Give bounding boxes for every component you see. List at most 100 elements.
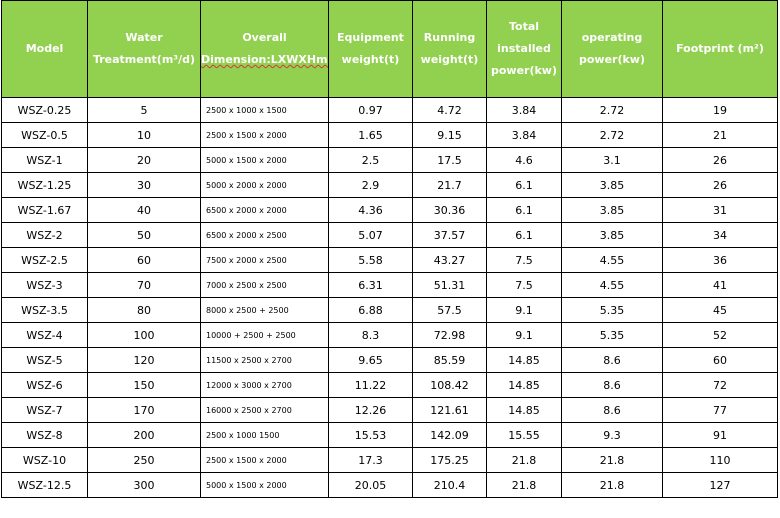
header-dim-line1: Overall (242, 31, 287, 44)
cell-total-installed-power: 9.1 (486, 322, 562, 348)
table-body: WSZ-0.25 5 2500 x 1000 x 1500 0.97 4.72 3.84 2… (1, 97, 778, 498)
header-water-line1: Water (125, 31, 163, 44)
cell-running-weight: 51.31 (412, 272, 487, 298)
header-operating-line2: power(kw) (578, 53, 645, 66)
header-equipment-weight: Equipment weight(t) (328, 0, 413, 98)
cell-running-weight: 85.59 (412, 347, 487, 373)
cell-operating-power: 3.85 (561, 222, 663, 248)
cell-operating-power: 8.6 (561, 397, 663, 423)
cell-model: WSZ-10 (1, 447, 88, 473)
cell-model: WSZ-1 (1, 147, 88, 173)
cell-dimension: 2500 x 1500 x 2000 (200, 122, 329, 148)
cell-total-installed-power: 14.85 (486, 397, 562, 423)
table-row: WSZ-6 150 12000 x 3000 x 2700 11.22 108.42 14… (1, 372, 778, 398)
cell-total-installed-power: 3.84 (486, 97, 562, 123)
cell-dimension: 2500 x 1000 x 1500 (200, 97, 329, 123)
cell-total-installed-power: 6.1 (486, 197, 562, 223)
cell-model: WSZ-3.5 (1, 297, 88, 323)
cell-water-treatment: 70 (87, 272, 201, 298)
cell-equipment-weight: 8.3 (328, 322, 413, 348)
cell-total-installed-power: 15.55 (486, 422, 562, 448)
cell-equipment-weight: 20.05 (328, 472, 413, 498)
cell-equipment-weight: 11.22 (328, 372, 413, 398)
cell-model: WSZ-5 (1, 347, 88, 373)
cell-footprint: 110 (662, 447, 778, 473)
cell-model: WSZ-0.5 (1, 122, 88, 148)
cell-dimension: 7000 x 2500 x 2500 (200, 272, 329, 298)
cell-dimension: 2500 x 1000 1500 (200, 422, 329, 448)
cell-running-weight: 142.09 (412, 422, 487, 448)
cell-water-treatment: 250 (87, 447, 201, 473)
cell-dimension: 10000 + 2500 + 2500 (200, 322, 329, 348)
cell-equipment-weight: 0.97 (328, 97, 413, 123)
cell-equipment-weight: 2.9 (328, 172, 413, 198)
cell-equipment-weight: 12.26 (328, 397, 413, 423)
cell-water-treatment: 20 (87, 147, 201, 173)
cell-footprint: 19 (662, 97, 778, 123)
cell-dimension: 12000 x 3000 x 2700 (200, 372, 329, 398)
cell-water-treatment: 150 (87, 372, 201, 398)
table-row: WSZ-8 200 2500 x 1000 1500 15.53 142.09 15.55… (1, 422, 778, 448)
cell-running-weight: 43.27 (412, 247, 487, 273)
cell-total-installed-power: 21.8 (486, 447, 562, 473)
cell-water-treatment: 80 (87, 297, 201, 323)
cell-total-installed-power: 4.6 (486, 147, 562, 173)
cell-running-weight: 175.25 (412, 447, 487, 473)
cell-running-weight: 21.7 (412, 172, 487, 198)
cell-operating-power: 5.35 (561, 297, 663, 323)
cell-footprint: 41 (662, 272, 778, 298)
cell-model: WSZ-8 (1, 422, 88, 448)
cell-water-treatment: 60 (87, 247, 201, 273)
cell-operating-power: 3.85 (561, 172, 663, 198)
cell-dimension: 11500 x 2500 x 2700 (200, 347, 329, 373)
table-row: WSZ-10 250 2500 x 1500 x 2000 17.3 175.25 21.… (1, 447, 778, 473)
cell-water-treatment: 5 (87, 97, 201, 123)
cell-operating-power: 21.8 (561, 447, 663, 473)
header-running-line1: Running (423, 31, 476, 44)
table-row: WSZ-2 50 6500 x 2000 x 2500 5.07 37.57 6.1 3.8… (1, 222, 778, 248)
header-water-line2: Treatment(m³/d) (92, 53, 196, 66)
cell-equipment-weight: 5.07 (328, 222, 413, 248)
cell-equipment-weight: 6.31 (328, 272, 413, 298)
cell-dimension: 8000 x 2500 + 2500 (200, 297, 329, 323)
cell-running-weight: 72.98 (412, 322, 487, 348)
cell-operating-power: 21.8 (561, 472, 663, 498)
cell-water-treatment: 40 (87, 197, 201, 223)
cell-operating-power: 8.6 (561, 347, 663, 373)
cell-equipment-weight: 2.5 (328, 147, 413, 173)
cell-dimension: 16000 x 2500 x 2700 (200, 397, 329, 423)
cell-running-weight: 57.5 (412, 297, 487, 323)
header-total-line3: power(kw) (490, 64, 557, 77)
cell-water-treatment: 100 (87, 322, 201, 348)
cell-water-treatment: 10 (87, 122, 201, 148)
cell-footprint: 45 (662, 297, 778, 323)
cell-model: WSZ-2.5 (1, 247, 88, 273)
cell-footprint: 72 (662, 372, 778, 398)
header-model: Model (1, 0, 88, 98)
cell-water-treatment: 200 (87, 422, 201, 448)
cell-footprint: 60 (662, 347, 778, 373)
cell-operating-power: 4.55 (561, 272, 663, 298)
cell-running-weight: 4.72 (412, 97, 487, 123)
header-equip-line2: weight(t) (341, 53, 400, 66)
cell-total-installed-power: 14.85 (486, 372, 562, 398)
table-row: WSZ-12.5 300 5000 x 1500 x 2000 20.05 210.4 2… (1, 472, 778, 498)
cell-total-installed-power: 7.5 (486, 272, 562, 298)
cell-footprint: 77 (662, 397, 778, 423)
cell-running-weight: 9.15 (412, 122, 487, 148)
cell-dimension: 5000 x 2000 x 2000 (200, 172, 329, 198)
cell-operating-power: 9.3 (561, 422, 663, 448)
header-total-installed-power: Total installed power(kw) (486, 0, 562, 98)
cell-operating-power: 8.6 (561, 372, 663, 398)
cell-dimension: 5000 x 1500 x 2000 (200, 147, 329, 173)
cell-footprint: 34 (662, 222, 778, 248)
cell-model: WSZ-3 (1, 272, 88, 298)
header-total-line2: installed (497, 42, 551, 55)
cell-water-treatment: 170 (87, 397, 201, 423)
cell-total-installed-power: 9.1 (486, 297, 562, 323)
cell-running-weight: 30.36 (412, 197, 487, 223)
cell-model: WSZ-2 (1, 222, 88, 248)
cell-equipment-weight: 9.65 (328, 347, 413, 373)
table-row: WSZ-3.5 80 8000 x 2500 + 2500 6.88 57.5 9.1 5.… (1, 297, 778, 323)
cell-water-treatment: 120 (87, 347, 201, 373)
